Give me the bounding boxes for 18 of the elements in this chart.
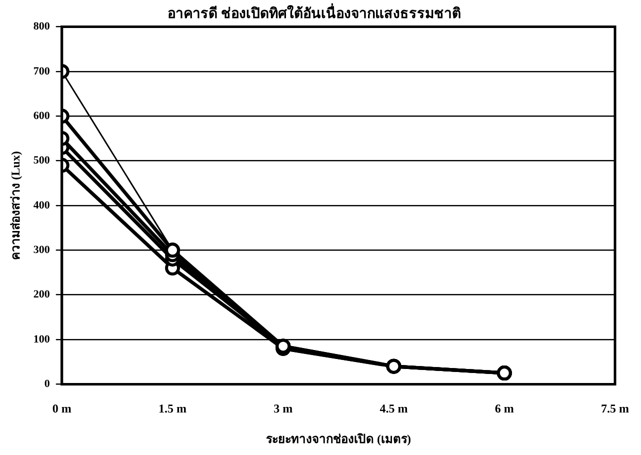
x-tick-label: 6 m xyxy=(494,401,514,416)
y-tick-label: 500 xyxy=(33,154,50,167)
y-tick-label: 200 xyxy=(33,288,50,301)
y-tick-label: 800 xyxy=(33,20,50,33)
y-tick-label: 300 xyxy=(33,244,50,256)
x-tick-label: 4.5 m xyxy=(380,401,408,416)
y-tick-label: 600 xyxy=(33,110,50,122)
x-tick-label: 7.5 m xyxy=(601,401,629,416)
y-tick-label: 400 xyxy=(33,199,50,212)
x-axis-title: ระยะทางจากช่องเปิด (เมตร) xyxy=(266,432,411,446)
y-tick-label: 100 xyxy=(33,333,50,346)
y-axis-title: ความส่องสว่าง (Lux) xyxy=(8,151,22,260)
y-tick-label: 700 xyxy=(33,65,50,78)
x-tick-label: 0 m xyxy=(52,401,72,416)
chart-title: อาคารดี ช่องเปิดทิศใต้อันเนื่องจากแสงธรรมชาติ xyxy=(167,3,461,22)
x-tick-label: 1.5 m xyxy=(158,401,187,416)
x-tick-label: 3 m xyxy=(274,401,293,416)
y-tick-label: 0 xyxy=(44,378,50,390)
